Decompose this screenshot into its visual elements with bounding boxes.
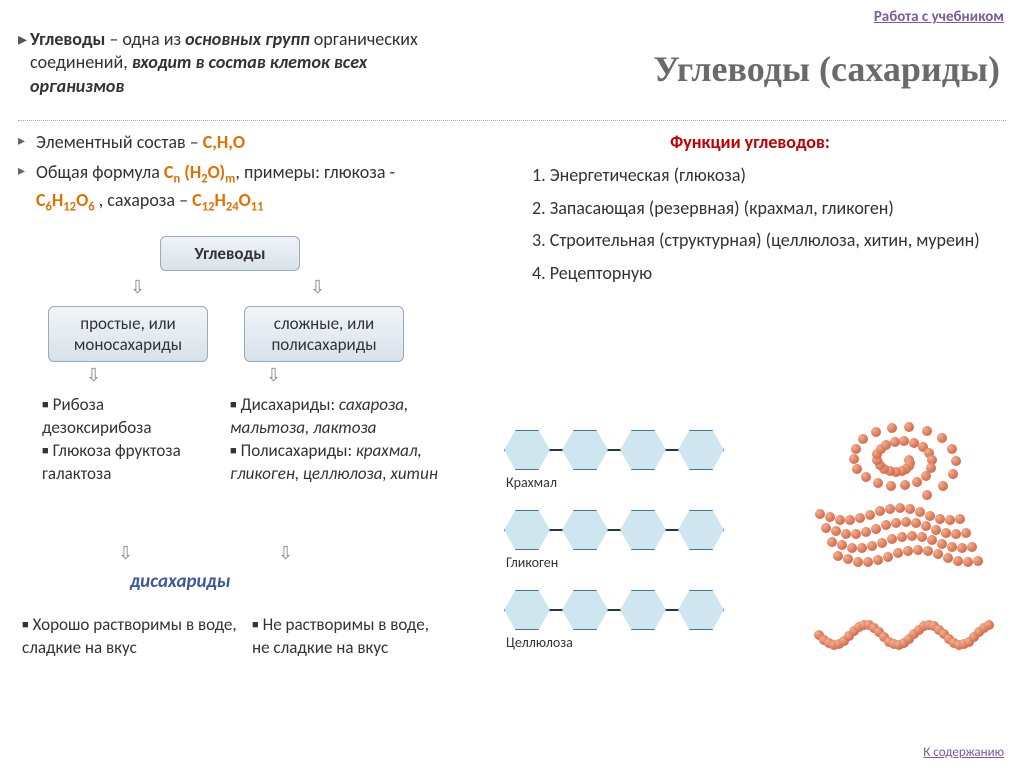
page-title: Углеводы (сахариды) [653, 48, 1000, 90]
poly-head: Дисахариды: [241, 394, 335, 415]
def-bold1: основных групп [185, 28, 310, 50]
hexagon-icon [504, 430, 550, 470]
sep: , сахароза – [95, 189, 193, 211]
bead-chain-icon [804, 500, 994, 580]
hexagon-icon [504, 590, 550, 630]
hexagon-icon [562, 590, 608, 630]
poly-head: Полисахариды: [241, 440, 352, 461]
arrow-down-icon: ⇩ [278, 542, 293, 564]
func-item: 4. Рецепторную [510, 261, 1000, 286]
divider-line [18, 120, 1006, 121]
sol-l-1: Хорошо растворимы в воде, [33, 614, 237, 635]
hexagon-icon [620, 510, 666, 550]
func-item: 1. Энергетическая (глюкоза) [510, 163, 1000, 188]
func-item: 3. Строительная (структурная) (целлюлоза… [510, 228, 1000, 253]
sol-r-1: Не растворимы в воде, [263, 614, 429, 635]
mono-list: ■Рибоза дезоксирибоза ■Глюкоза фруктоза … [42, 394, 212, 486]
box-mono: простые, или моносахариды [48, 306, 208, 362]
diagram-label: Гликоген [506, 554, 558, 571]
sol-l-2: сладкие на вкус [22, 637, 137, 658]
elem-label: Элементный состав – [36, 131, 203, 153]
polysaccharide-diagram: Крахмал Гликоген Целлюлоза [504, 420, 1004, 700]
arrow-down-icon: ⇩ [130, 276, 145, 298]
sol-r-2: не сладкие на вкус [252, 637, 388, 658]
examples-prefix: , примеры: глюкоза - [235, 161, 395, 183]
arrow-down-icon: ⇩ [266, 364, 281, 386]
formula-label: Общая формула [36, 161, 164, 183]
arrow-down-icon: ⇩ [86, 364, 101, 386]
definition-block: ▸ Углеводы – одна из основных групп орга… [30, 28, 430, 98]
def-mid1: – одна из [105, 28, 185, 50]
hexagon-icon [620, 430, 666, 470]
mono-item: Рибоза дезоксирибоза [42, 394, 152, 438]
formula-value: Cn (H2O)m [164, 161, 235, 183]
hexagon-icon [678, 430, 724, 470]
poly-list: ■Дисахариды: сахароза, мальтоза, лактоза… [230, 394, 440, 486]
textbook-link[interactable]: Работа с учебником [874, 8, 1004, 26]
arrow-down-icon: ⇩ [310, 276, 325, 298]
hexagon-icon [678, 590, 724, 630]
bead-chain-icon [814, 420, 1004, 500]
arrow-down-icon: ⇩ [118, 542, 133, 564]
left-column: ▸ Элементный состав – C,H,O ▸ Общая форм… [30, 130, 450, 221]
functions-block: Функции углеводов: 1. Энергетическая (гл… [500, 130, 1000, 294]
hexagon-icon [678, 510, 724, 550]
box-carbs: Углеводы [160, 236, 300, 271]
hexagon-icon [562, 510, 608, 550]
hexagon-icon [504, 510, 550, 550]
solubility-right: ■Не растворимы в воде, не сладкие на вку… [252, 614, 472, 660]
func-head: Функции углеводов [670, 131, 825, 153]
sucrose-formula: C12H24O11 [192, 189, 263, 211]
solubility-left: ■Хорошо растворимы в воде, сладкие на вк… [22, 614, 242, 660]
glucose-formula: C6H12O6 [36, 189, 95, 211]
mono-item: Глюкоза фруктоза галактоза [42, 440, 181, 484]
func-item: 2. Запасающая (резервная) (крахмал, глик… [510, 196, 1000, 221]
hexagon-icon [620, 590, 666, 630]
toc-link[interactable]: К содержанию [923, 745, 1004, 760]
diagram-label: Крахмал [506, 474, 557, 491]
hexagon-icon [562, 430, 608, 470]
box-poly: сложные, или полисахариды [244, 306, 404, 362]
diagram-label: Целлюлоза [506, 634, 573, 651]
bead-chain-icon [804, 600, 994, 680]
disaccharides-label: дисахариды [130, 570, 230, 593]
term: Углеводы [30, 28, 105, 50]
elem-value: C,H,O [203, 131, 245, 153]
